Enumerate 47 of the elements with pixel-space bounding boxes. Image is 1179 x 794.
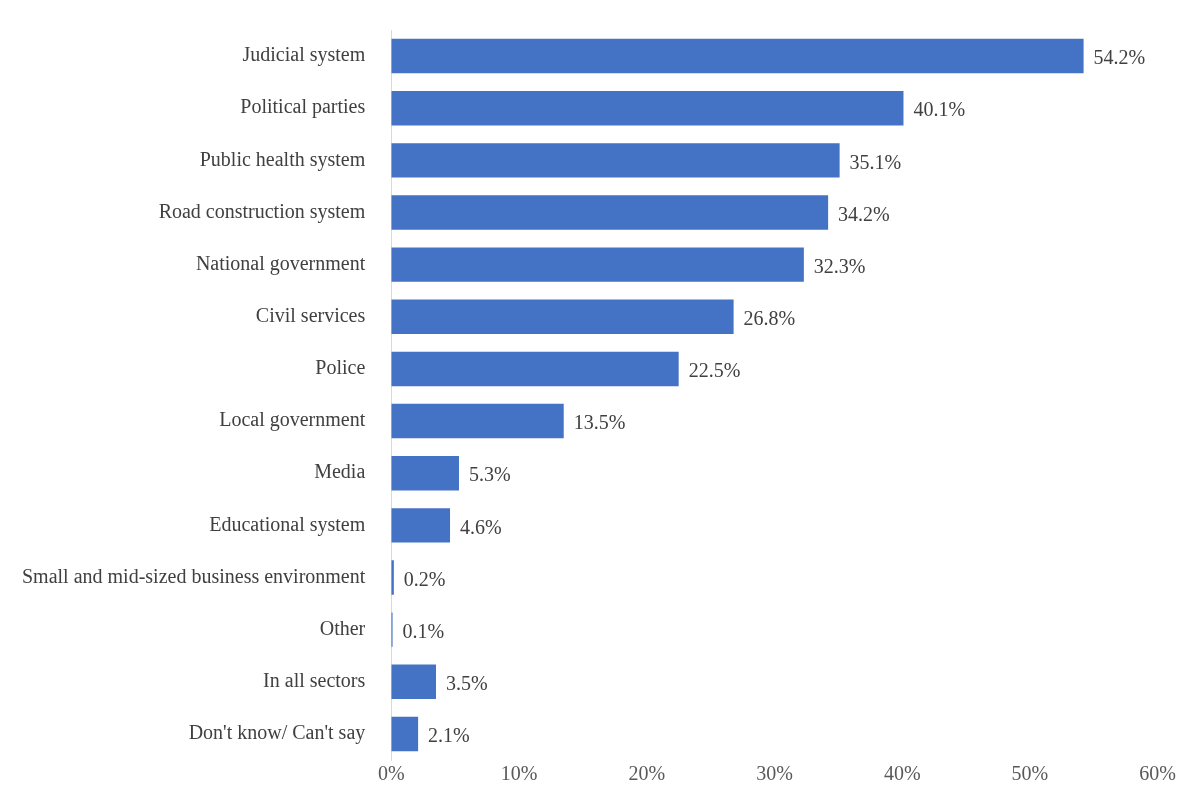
bar [391,195,829,230]
data-label: 35.1% [849,150,902,173]
bar [391,664,436,699]
data-label: 26.8% [743,307,796,330]
x-tick-label: 50% [1011,762,1049,785]
bar [391,299,734,334]
bar [391,508,451,543]
bar [391,403,564,439]
y-tick-label: Educational system [209,512,366,536]
data-label: 0.2% [403,567,446,590]
y-tick-label: Political parties [240,95,366,119]
y-tick-label: Judicial system [242,43,366,67]
data-label: 32.3% [813,254,866,277]
y-tick-label: Road construction system [158,199,366,223]
x-tick-label: 20% [628,762,666,785]
bar [391,351,679,387]
data-label: 4.6% [460,515,502,538]
bar [391,143,840,178]
x-tick-label: 30% [756,762,793,785]
y-tick-label: Police [315,356,366,379]
data-label: 40.1% [913,98,966,121]
y-tick-label: Public health system [199,147,366,171]
y-tick-label: In all sectors [263,669,366,692]
y-tick-label: Civil services [255,304,366,327]
y-tick-label: Other [319,616,366,639]
bar [391,38,1084,74]
bar [391,716,419,752]
y-tick-label: Local government [219,408,366,432]
data-label: 34.2% [838,202,890,225]
data-label: 0.1% [402,619,445,642]
data-label: 22.5% [688,359,741,382]
bar [391,247,804,282]
y-tick-label: Media [314,460,366,483]
data-label: 54.2% [1093,46,1146,69]
y-tick-label: Don't know/ Can't say [188,721,366,745]
y-tick-label: Small and mid-sized business environment [22,564,366,587]
x-tick-label: 0% [377,762,405,785]
data-label: 2.1% [428,724,470,747]
data-label: 5.3% [468,463,511,486]
x-tick-label: 40% [883,762,921,785]
bar [391,456,459,491]
x-tick-label: 60% [1139,762,1177,785]
y-tick-label: National government [195,251,366,275]
data-label: 13.5% [573,411,626,434]
bar [391,91,904,126]
data-label: 3.5% [445,672,488,695]
x-tick-label: 10% [500,762,538,785]
